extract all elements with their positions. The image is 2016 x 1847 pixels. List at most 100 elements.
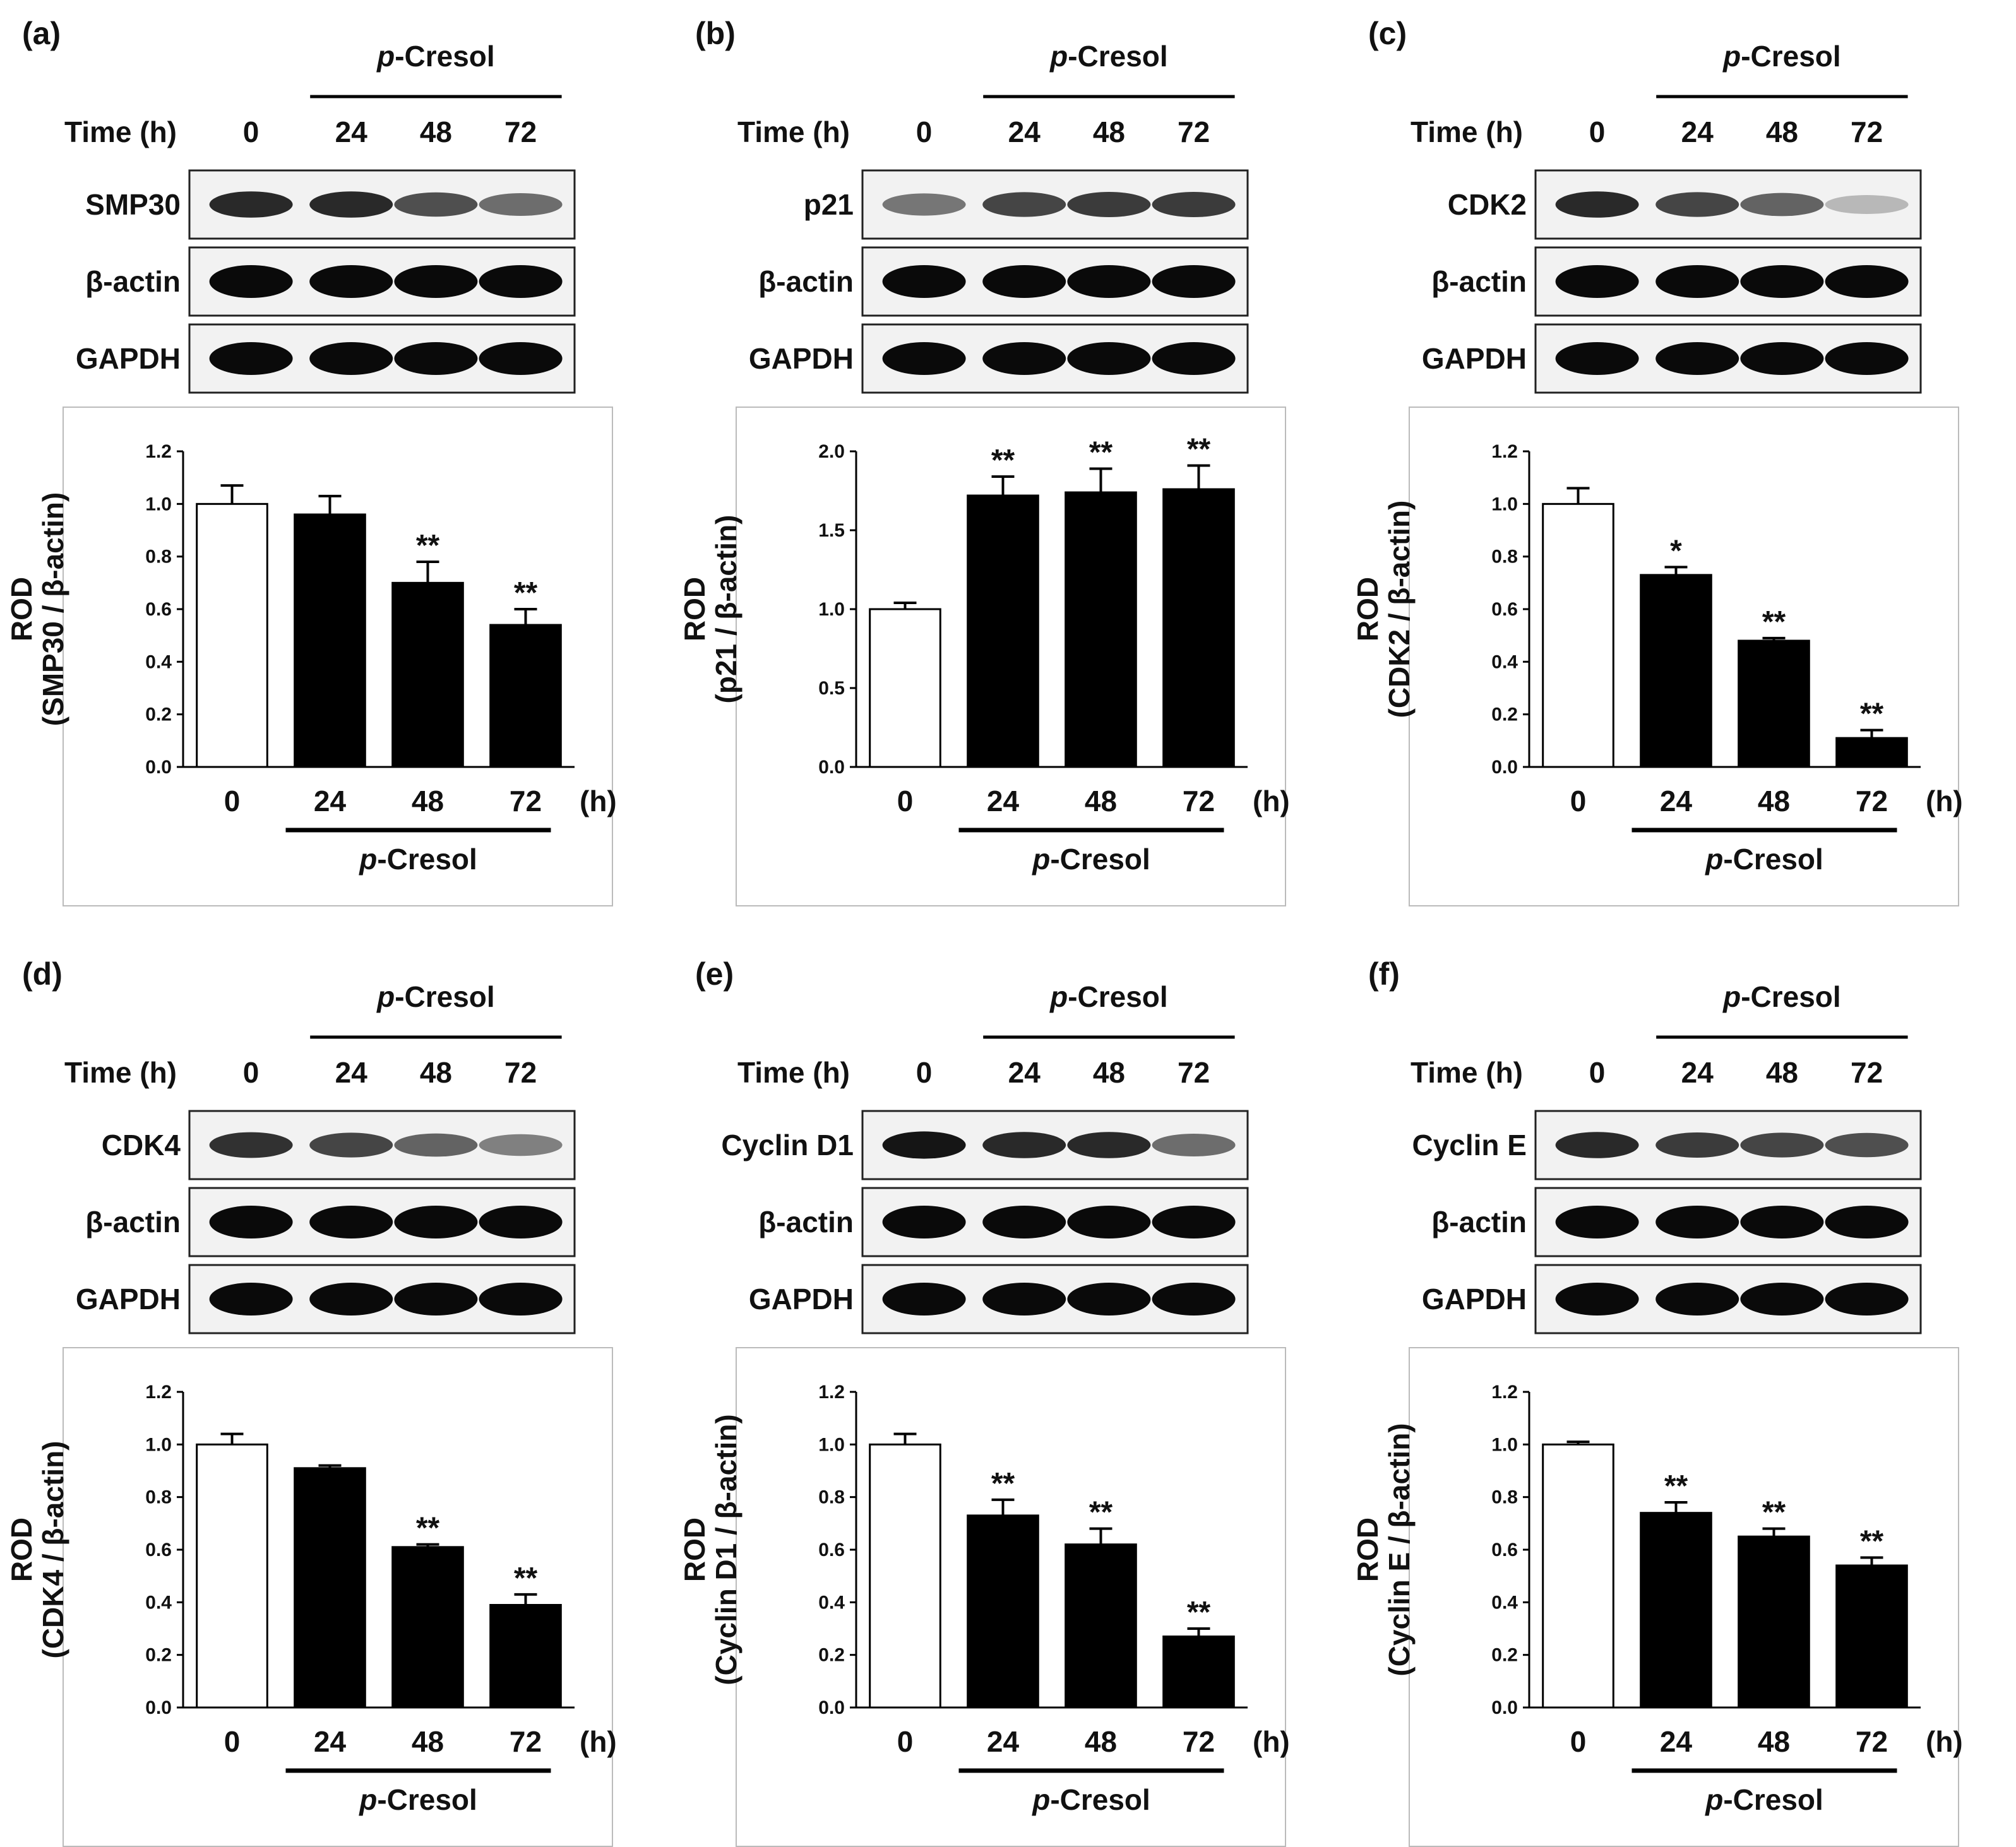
blot-label: β-actin [1431,1206,1527,1238]
time-label: Time (h) [1411,1056,1523,1089]
x-tick-label: 24 [987,1725,1020,1758]
lane-label: 0 [243,116,259,148]
lane-label: 48 [420,1056,452,1089]
chart: 0.0 0.2 0.4 0.6 0.8 1.0 1.2 ROD(SMP30 / β-actin… [5,441,617,876]
y-tick-label: 0.6 [145,1540,172,1560]
blot-band [1067,1283,1151,1315]
blot-band [209,1206,293,1238]
blot-band [209,1283,293,1315]
blot-band [982,1283,1066,1315]
target-blot: CDK4 [102,1110,576,1180]
chart-frame [736,407,1286,906]
group-label: p-Cresol [358,843,477,876]
x-unit-label: (h) [1253,1725,1290,1758]
chart-frame [63,407,613,906]
blot-band [1740,342,1824,375]
blot-label: CDK4 [102,1129,181,1161]
bar-0 [869,1443,941,1709]
blot-band [394,192,478,217]
blot-band [479,1283,563,1315]
bar-24 [294,513,366,768]
blot-band [1655,192,1739,217]
blot-band [1655,342,1739,375]
chart: 0.0 0.2 0.4 0.6 0.8 1.0 1.2 ROD(Cyclin E / β-ac… [1351,1382,1963,1816]
lane-label: 24 [335,116,368,148]
panel-c: (c) p-Cresol Time (h) 0 24 48 72 CDK2 β-actin GAP… [1351,16,1963,906]
x-tick-label: 48 [1758,1725,1790,1758]
bar-0 [196,1443,268,1709]
target-blot: Cyclin D1 [721,1110,1249,1180]
y-tick-label: 0.6 [1491,1540,1518,1560]
significance-marker: ** [991,444,1015,477]
blot-band [1067,265,1151,298]
blot-band [1825,265,1909,298]
blot-band [982,1132,1066,1158]
blot-band [479,265,563,298]
blot-band [1555,191,1639,218]
lane-label: 24 [1008,1056,1041,1089]
blot-label: CDK2 [1448,188,1527,221]
chart: 0.0 0.5 1.0 1.5 2.0 ROD(p21 / β-actin) 0 ** 24 **… [678,433,1290,876]
blot-band [394,342,478,375]
bar-48 [1065,491,1137,768]
lane-label: 0 [916,1056,933,1089]
significance-marker: ** [1187,1596,1211,1629]
time-label: Time (h) [737,116,850,148]
panel-f: (f) p-Cresol Time (h) 0 24 48 72 Cyclin E β-acti… [1351,956,1963,1847]
x-tick-label: 72 [1183,1725,1215,1758]
lane-label: 48 [420,116,452,148]
y-tick-label: 1.2 [1491,1382,1518,1403]
lane-label: 72 [1851,116,1883,148]
blot-band [1825,1283,1909,1315]
lane-label: 24 [1008,116,1041,148]
blot-treatment-label: p-Cresol [376,980,495,1013]
x-unit-label: (h) [1926,785,1963,817]
blot-band [982,1206,1066,1238]
lane-label: 48 [1766,116,1798,148]
blot-band [309,265,393,298]
blot-label: GAPDH [749,342,854,375]
x-tick-label: 48 [412,1725,444,1758]
blot-band [479,342,563,375]
blot-band [1067,1206,1151,1238]
x-unit-label: (h) [1253,785,1290,817]
chart-frame [1409,1347,1959,1847]
y-tick-label: 0.0 [1491,1697,1518,1718]
lane-label: 0 [243,1056,259,1089]
significance-marker: ** [514,576,538,610]
significance-marker: ** [1762,1496,1786,1529]
y-tick-label: 0.0 [145,757,172,778]
y-tick-label: 0.8 [1491,1487,1518,1508]
lane-label: 48 [1766,1056,1798,1089]
group-label: p-Cresol [1704,1783,1823,1816]
bar-72 [1835,1564,1908,1709]
bar-24 [967,1514,1039,1709]
x-tick-label: 0 [1570,785,1587,817]
panel-label: (f) [1368,956,1400,992]
time-label: Time (h) [64,1056,177,1089]
y-tick-label: 0.4 [818,1592,845,1613]
beta-actin-blot: β-actin [758,246,1249,317]
y-tick-label: 1.2 [1491,441,1518,462]
y-tick-label: 1.0 [818,599,845,620]
beta-actin-blot: β-actin [1431,1187,1922,1257]
beta-actin-blot: β-actin [85,1187,576,1257]
blot-band [1740,1132,1824,1158]
blot-band [1825,1206,1909,1238]
significance-marker: ** [1187,433,1211,466]
time-label: Time (h) [64,116,177,148]
y-tick-label: 0.2 [818,1645,845,1666]
blot-band [1825,342,1909,375]
y-axis-title: ROD [5,1517,38,1582]
y-tick-label: 1.2 [145,1382,172,1403]
y-tick-label: 0.6 [1491,599,1518,620]
y-tick-label: 1.5 [818,520,845,541]
y-tick-label: 0.0 [818,1697,845,1718]
blot-band [394,1206,478,1238]
y-tick-label: 1.0 [145,494,172,514]
bar-72 [1162,488,1235,768]
x-tick-label: 72 [510,785,542,817]
blot-label: β-actin [758,265,854,298]
blot-band [882,1131,966,1159]
